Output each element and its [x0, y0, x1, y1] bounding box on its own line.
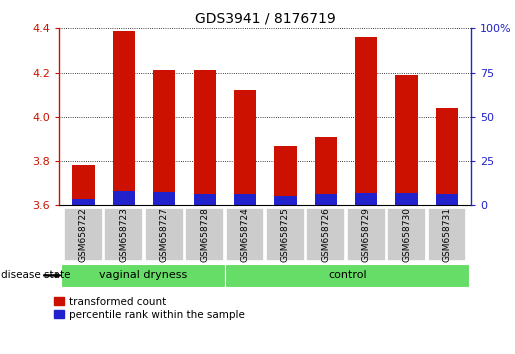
Bar — [72, 199, 95, 205]
Bar — [234, 90, 256, 205]
Text: GSM658728: GSM658728 — [200, 207, 209, 262]
Bar — [153, 70, 175, 205]
FancyBboxPatch shape — [185, 208, 224, 261]
Bar — [274, 196, 297, 205]
FancyBboxPatch shape — [387, 208, 426, 261]
Text: GSM658722: GSM658722 — [79, 207, 88, 262]
Bar — [113, 191, 135, 205]
FancyBboxPatch shape — [226, 208, 264, 261]
FancyBboxPatch shape — [225, 264, 469, 287]
Text: GSM658723: GSM658723 — [119, 207, 128, 262]
Text: GSM658726: GSM658726 — [321, 207, 330, 262]
FancyBboxPatch shape — [145, 208, 184, 261]
Title: GDS3941 / 8176719: GDS3941 / 8176719 — [195, 12, 336, 26]
Text: GSM658724: GSM658724 — [241, 207, 250, 262]
Bar — [436, 108, 458, 205]
Bar — [274, 145, 297, 205]
Text: control: control — [328, 270, 367, 280]
Text: GSM658727: GSM658727 — [160, 207, 169, 262]
Bar — [194, 194, 216, 205]
Bar — [113, 30, 135, 205]
Text: disease state: disease state — [1, 270, 70, 280]
FancyBboxPatch shape — [266, 208, 305, 261]
FancyBboxPatch shape — [61, 264, 225, 287]
Text: GSM658729: GSM658729 — [362, 207, 371, 262]
Bar — [234, 194, 256, 205]
Bar — [72, 166, 95, 205]
Bar — [436, 194, 458, 205]
FancyBboxPatch shape — [306, 208, 345, 261]
Bar — [396, 193, 418, 205]
Bar — [194, 70, 216, 205]
Text: vaginal dryness: vaginal dryness — [99, 270, 187, 280]
FancyBboxPatch shape — [427, 208, 467, 261]
Bar — [315, 137, 337, 205]
FancyBboxPatch shape — [105, 208, 143, 261]
Bar — [355, 37, 377, 205]
Text: GSM658725: GSM658725 — [281, 207, 290, 262]
Bar — [355, 193, 377, 205]
Legend: transformed count, percentile rank within the sample: transformed count, percentile rank withi… — [54, 297, 245, 320]
FancyBboxPatch shape — [64, 208, 103, 261]
Bar — [153, 192, 175, 205]
Bar — [315, 194, 337, 205]
Text: GSM658731: GSM658731 — [442, 207, 452, 262]
Text: GSM658730: GSM658730 — [402, 207, 411, 262]
Bar — [396, 75, 418, 205]
FancyBboxPatch shape — [347, 208, 386, 261]
